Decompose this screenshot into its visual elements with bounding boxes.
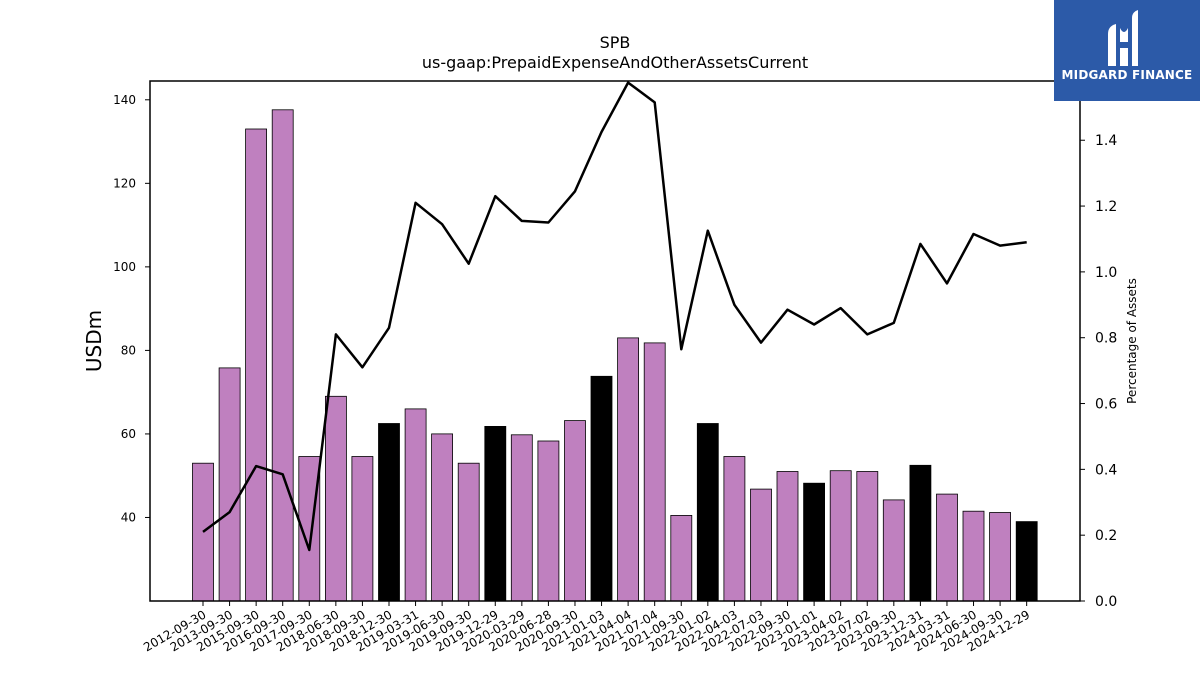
bar-2022-07-03 [750,488,772,602]
bar-2021-09-30 [670,515,693,602]
left-tick-label: 140 [113,93,136,107]
logo-text: MIDGARD FINANCE [1061,68,1193,82]
bar-2021-01-03 [590,375,613,602]
bar-series [192,109,1038,602]
bar-2021-04-04 [617,337,639,602]
bar-2024-12-29 [1015,521,1038,602]
bar-2023-04-02 [829,470,852,602]
bar-2023-07-02 [856,471,879,602]
left-tick-label: 80 [121,343,136,357]
left-tick-label: 120 [113,176,136,190]
left-tick-label: 40 [121,510,136,524]
bar-2019-09-30 [457,462,480,602]
x-axis: 2012-09-302013-09-302015-09-302016-09-30… [141,601,1032,654]
left-axis-label: USDm [82,310,106,372]
logo: MIDGARD FINANCE [1054,0,1200,101]
bar-2023-12-31 [909,464,932,602]
bar-2024-03-31 [936,493,958,602]
bar-2020-03-29 [510,434,533,602]
bar-2015-09-30 [245,128,268,602]
bar-2021-07-04 [643,342,666,602]
bar-2018-06-30 [324,395,347,602]
bar-2022-04-03 [723,456,746,602]
left-axis: 40 60 80 100 120 140 [113,93,150,524]
bar-2018-12-30 [378,423,400,602]
right-axis: 0.0 0.2 0.4 0.6 0.8 1.0 1.2 1.4 [1080,133,1117,610]
plot-frame [149,80,1081,602]
right-tick-label: 0.0 [1095,594,1117,610]
bar-2022-01-02 [696,423,719,602]
left-tick-label: 100 [113,260,136,274]
line-series [202,81,1027,552]
right-tick-label: 0.8 [1095,331,1117,347]
left-tick-label: 60 [121,427,136,441]
bar-2024-06-30 [962,510,985,602]
bar-2019-12-29 [484,425,507,602]
bar-2019-06-30 [431,433,454,602]
bar-2022-09-30 [776,471,799,602]
bar-2012-09-30 [192,462,214,602]
right-tick-label: 1.4 [1095,133,1117,149]
bar-2023-09-30 [882,499,905,602]
bar-2019-03-31 [404,408,427,602]
bar-2013-09-30 [218,367,241,602]
bar-2016-09-30 [271,109,294,602]
bar-2020-09-30 [564,420,586,602]
right-tick-label: 1.0 [1095,265,1117,281]
right-tick-label: 1.2 [1095,199,1117,215]
chart-title: SPB [600,33,631,52]
percentage-of-assets-line [202,81,1027,552]
right-tick-label: 0.2 [1095,528,1117,544]
right-axis-label: Percentage of Assets [1125,278,1139,404]
right-tick-label: 0.6 [1095,397,1117,413]
bar-2023-01-01 [803,482,825,602]
bar-2018-09-30 [351,456,374,602]
midgard-logo-icon [1108,10,1138,66]
right-tick-label: 0.4 [1095,462,1117,478]
bar-2020-06-28 [537,440,560,602]
bar-2024-09-30 [989,512,1011,602]
chart-subtitle: us-gaap:PrepaidExpenseAndOtherAssetsCurr… [422,53,808,72]
